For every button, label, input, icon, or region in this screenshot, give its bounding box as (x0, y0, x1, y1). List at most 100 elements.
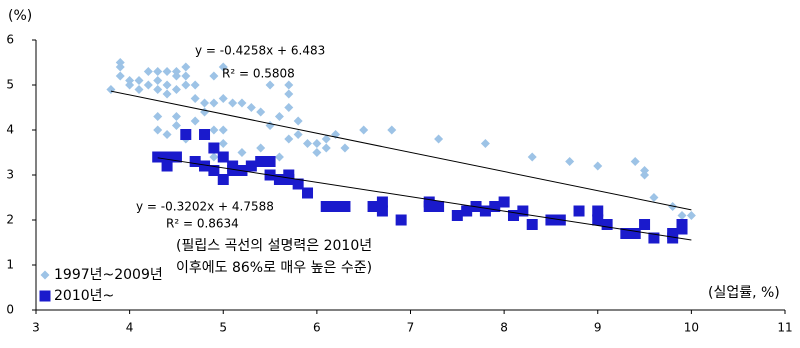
point (153, 112, 163, 121)
point (190, 94, 200, 103)
x-axis-label: (실업률, %) (708, 285, 780, 301)
point (284, 134, 294, 144)
point (630, 157, 640, 166)
point (217, 151, 229, 163)
point (527, 152, 537, 162)
y-axis-label: (%) (8, 8, 32, 24)
point (161, 160, 173, 172)
point (143, 80, 153, 90)
point (237, 148, 247, 157)
point (208, 142, 220, 154)
point (218, 125, 228, 135)
point (592, 214, 604, 226)
point (171, 121, 181, 130)
point (461, 205, 473, 217)
point (171, 112, 181, 121)
point (190, 80, 200, 90)
point (218, 94, 228, 103)
point (320, 201, 332, 212)
point (227, 165, 239, 176)
point (162, 89, 172, 99)
point (321, 134, 331, 144)
point (376, 196, 388, 208)
point (189, 156, 201, 167)
point (451, 210, 463, 221)
point (190, 116, 200, 126)
point (376, 205, 388, 217)
point (209, 152, 219, 162)
x-tick-label: 4 (126, 321, 134, 335)
point (152, 151, 164, 163)
point (134, 85, 144, 94)
annotation: y = -0.3202x + 4.7588 (136, 200, 274, 214)
point (395, 214, 407, 226)
point (387, 125, 397, 135)
point (200, 107, 210, 117)
point (171, 71, 181, 81)
point (199, 160, 211, 172)
annotation: R² = 0.8634 (166, 217, 239, 231)
legend-label: 1997년~2009년 (54, 267, 163, 283)
point (180, 129, 192, 140)
x-tick-label: 10 (684, 321, 699, 335)
point (321, 143, 331, 153)
point (209, 125, 219, 135)
y-tick-label: 2 (6, 213, 14, 227)
x-tick-label: 5 (219, 321, 227, 335)
y-tick-label: 4 (6, 123, 14, 137)
point (284, 103, 294, 112)
point (639, 219, 651, 230)
point (629, 228, 641, 239)
point (218, 139, 228, 148)
point (507, 210, 519, 221)
point (526, 219, 538, 230)
point (274, 112, 284, 121)
point (115, 62, 125, 72)
point (125, 76, 135, 85)
point (359, 125, 369, 135)
y-tick-label: 1 (6, 258, 14, 272)
point (367, 201, 379, 212)
point (601, 219, 613, 230)
point (153, 67, 163, 76)
point (143, 67, 153, 76)
point (667, 228, 679, 239)
point (293, 116, 303, 126)
point (170, 151, 182, 163)
point (284, 80, 294, 90)
point (620, 228, 632, 239)
point (228, 98, 238, 108)
point (256, 107, 266, 117)
point (676, 223, 688, 235)
point (292, 178, 304, 190)
point (330, 201, 342, 212)
point (498, 196, 510, 208)
x-tick-label: 3 (32, 321, 40, 335)
point (218, 62, 228, 72)
point (245, 160, 257, 172)
point (265, 121, 275, 130)
point (264, 156, 276, 167)
point (339, 201, 351, 212)
point (640, 170, 650, 180)
point (593, 161, 603, 171)
point (153, 76, 163, 85)
point (256, 143, 266, 153)
y-tick-label: 0 (6, 303, 14, 317)
point (162, 80, 172, 90)
annotation: 이후에도 86%로 매우 높은 수준) (176, 260, 372, 276)
point (480, 139, 490, 148)
point (199, 129, 211, 140)
point (283, 169, 295, 181)
trend-line (157, 157, 692, 241)
point (246, 103, 256, 112)
point (302, 187, 314, 199)
point (293, 130, 303, 139)
point (237, 98, 247, 108)
point (153, 125, 163, 135)
x-tick-label: 8 (500, 321, 508, 335)
annotation: y = -0.4258x + 6.483 (195, 44, 325, 58)
point (517, 205, 529, 217)
point (423, 201, 435, 212)
